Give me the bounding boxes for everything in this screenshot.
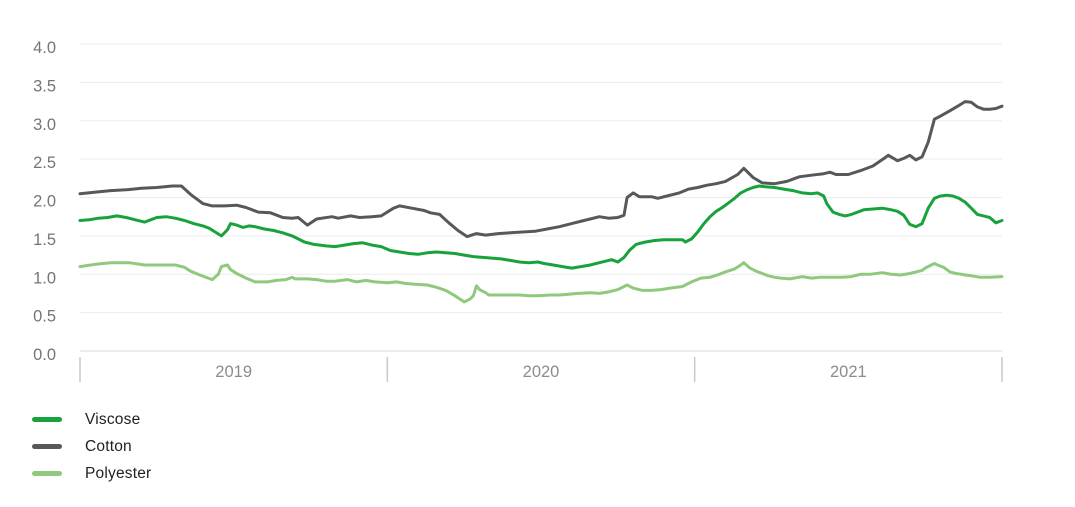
y-axis-tick-label: 3.0	[33, 116, 56, 134]
legend-item-cotton: Cotton	[32, 433, 151, 460]
legend-label-cotton: Cotton	[85, 437, 132, 455]
y-axis-tick-label: 1.0	[33, 269, 56, 287]
legend-swatch-viscose	[32, 417, 62, 422]
y-axis-tick-label: 0.5	[33, 308, 56, 326]
legend-swatch-polyester	[32, 471, 62, 476]
x-axis-year-label: 2019	[215, 363, 252, 381]
y-axis-tick-label: 2.0	[33, 193, 56, 211]
series-line-cotton	[78, 100, 1004, 239]
series-line-viscose	[78, 184, 1004, 270]
series-line-polyester	[78, 261, 1004, 304]
y-axis-tick-label: 4.0	[33, 39, 56, 57]
legend-item-viscose: Viscose	[32, 406, 151, 433]
x-axis-year-label: 2021	[830, 363, 867, 381]
y-axis-tick-label: 3.5	[33, 77, 56, 95]
y-axis-tick-label: 2.5	[33, 154, 56, 172]
chart-plot-area: 0.0 0.5 1.0 1.5 2.0 2.5 3.0 3.5 4.0 2019 2020 2021	[33, 39, 1004, 382]
y-axis-tick-label: 0.0	[33, 346, 56, 364]
legend-label-polyester: Polyester	[85, 464, 152, 482]
legend-swatch-cotton	[32, 444, 62, 449]
legend: Viscose Cotton Polyester	[32, 406, 151, 487]
x-axis-year-label: 2020	[523, 363, 560, 381]
y-axis-tick-label: 1.5	[33, 231, 56, 249]
legend-item-polyester: Polyester	[32, 460, 151, 487]
legend-label-viscose: Viscose	[85, 410, 141, 428]
